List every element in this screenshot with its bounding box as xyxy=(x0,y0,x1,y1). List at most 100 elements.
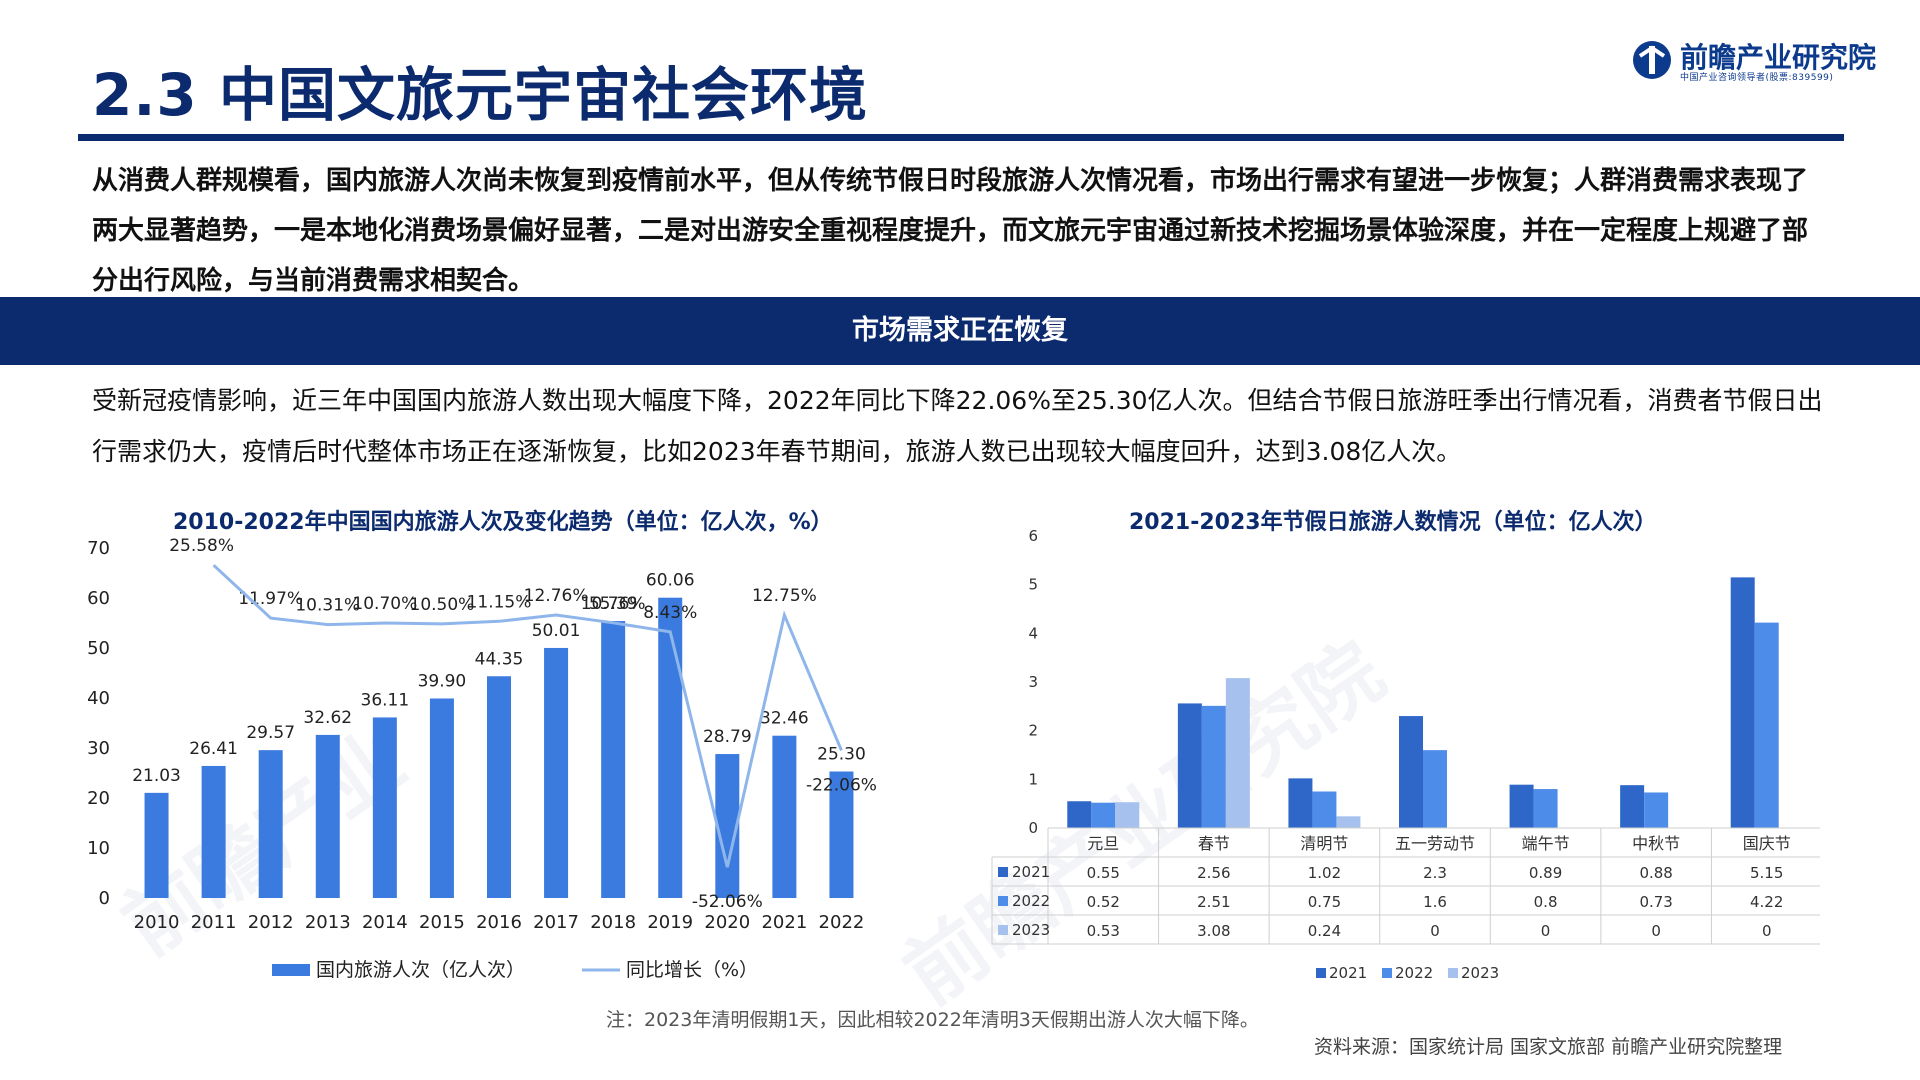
y-tick-label: 3 xyxy=(1028,673,1038,691)
x-tick-label: 2014 xyxy=(362,912,408,933)
category-label: 五一劳动节 xyxy=(1395,834,1475,853)
y-left-tick-label: 20 xyxy=(87,788,110,809)
growth-value-label: 10.31% xyxy=(295,596,360,616)
category-label: 元旦 xyxy=(1087,834,1119,853)
bar xyxy=(772,735,797,898)
table-value: 2.51 xyxy=(1197,893,1230,911)
legend-label-2021: 2021 xyxy=(1329,964,1367,982)
table-value: 0.53 xyxy=(1087,922,1120,940)
chart2-title: 2021-2023年节假日旅游人数情况（单位：亿人次） xyxy=(1129,510,1657,535)
bar-2023 xyxy=(1225,678,1250,828)
bar-value-label: 44.35 xyxy=(475,649,524,669)
x-tick-label: 2021 xyxy=(761,912,807,933)
bar xyxy=(601,621,626,898)
bar xyxy=(258,750,283,898)
bar-value-label: 29.57 xyxy=(246,723,295,743)
table-value: 0 xyxy=(1430,922,1440,940)
bar-2021 xyxy=(1730,577,1755,828)
y-tick-label: 5 xyxy=(1028,576,1038,594)
section-banner: 市场需求正在恢复 xyxy=(0,297,1920,365)
bar-2021 xyxy=(1509,784,1534,828)
bar xyxy=(487,676,511,898)
y-tick-label: 0 xyxy=(1028,819,1038,837)
table-value: 1.6 xyxy=(1423,893,1447,911)
x-tick-label: 2016 xyxy=(476,912,522,933)
bar xyxy=(658,597,683,898)
y-left-tick-label: 0 xyxy=(99,888,110,909)
growth-value-label: 10.76% xyxy=(581,594,646,614)
legend-swatch-2021 xyxy=(1316,968,1326,978)
bar-value-label: 50.01 xyxy=(532,621,581,641)
x-tick-label: 2020 xyxy=(704,912,750,933)
table-value: 2.3 xyxy=(1423,864,1447,882)
body-paragraph: 受新冠疫情影响，近三年中国国内旅游人数出现大幅度下降，2022年同比下降22.0… xyxy=(92,386,1823,466)
bar xyxy=(429,698,454,898)
table-series-label: 2022 xyxy=(1012,892,1050,910)
bar-2022 xyxy=(1423,750,1447,828)
bar-value-label: 60.06 xyxy=(646,571,695,591)
data-source: 资料来源：国家统计局 国家文旅部 前瞻产业研究院整理 xyxy=(1314,1036,1783,1058)
legend-label-line: 同比增长（%） xyxy=(626,959,758,981)
x-tick-label: 2015 xyxy=(419,912,465,933)
y-tick-label: 4 xyxy=(1028,624,1038,642)
brand-logo: 前瞻产业研究院 中国产业咨询领导者(股票:839599) xyxy=(1632,36,1876,92)
table-value: 0 xyxy=(1541,922,1551,940)
growth-value-label: 12.76% xyxy=(524,586,589,606)
x-tick-label: 2012 xyxy=(248,912,294,933)
bar-value-label: 28.79 xyxy=(703,727,752,747)
table-value: 0 xyxy=(1762,922,1772,940)
legend-label-2022: 2022 xyxy=(1395,964,1433,982)
y-tick-label: 6 xyxy=(1028,527,1038,545)
y-left-tick-label: 10 xyxy=(87,838,110,859)
y-tick-label: 2 xyxy=(1028,722,1038,740)
bar xyxy=(829,771,854,898)
table-value: 0 xyxy=(1651,922,1661,940)
legend-swatch-2023 xyxy=(1448,968,1458,978)
table-series-label: 2021 xyxy=(1012,863,1050,881)
growth-value-label: -22.06% xyxy=(806,775,877,795)
footnote: 注：2023年清明假期1天，因此相较2022年清明3天假期出游人次大幅下降。 xyxy=(606,1009,1259,1031)
y-left-tick-label: 40 xyxy=(87,688,110,709)
bar-value-label: 36.11 xyxy=(361,690,410,710)
logo-name: 前瞻产业研究院 xyxy=(1680,41,1877,74)
y-left-tick-label: 50 xyxy=(87,638,110,659)
growth-line xyxy=(212,564,843,868)
bar-2021 xyxy=(1399,716,1423,828)
table-series-label: 2023 xyxy=(1012,921,1050,939)
bar-2022 xyxy=(1201,705,1226,828)
bar-2023 xyxy=(1336,816,1361,828)
x-tick-label: 2017 xyxy=(533,912,579,933)
table-value: 0.8 xyxy=(1534,893,1558,911)
bar-value-label: 26.41 xyxy=(189,739,238,759)
category-label: 春节 xyxy=(1198,834,1230,853)
legend-swatch-2022 xyxy=(1382,968,1392,978)
table-value: 0.52 xyxy=(1087,893,1120,911)
category-label: 清明节 xyxy=(1300,834,1348,853)
x-tick-label: 2011 xyxy=(191,912,237,933)
bar xyxy=(201,765,226,898)
table-value: 0.88 xyxy=(1639,864,1672,882)
growth-value-label: 11.15% xyxy=(467,592,532,612)
bar-2022 xyxy=(1533,789,1558,828)
x-tick-label: 2022 xyxy=(819,912,865,933)
bar-value-label: 32.46 xyxy=(760,709,809,729)
y-left-tick-label: 70 xyxy=(87,538,110,559)
growth-value-label: -52.06% xyxy=(692,892,763,912)
bar-value-label: 32.62 xyxy=(303,708,352,728)
table-value: 0.75 xyxy=(1308,893,1341,911)
y-left-tick-label: 60 xyxy=(87,588,110,609)
bar-value-label: 25.30 xyxy=(817,745,866,765)
bar-2021 xyxy=(1177,703,1202,828)
table-legend-swatch xyxy=(998,867,1008,877)
growth-value-label: 25.58% xyxy=(169,536,234,556)
bar-2021 xyxy=(1067,801,1092,828)
category-label: 国庆节 xyxy=(1743,834,1791,853)
table-legend-swatch xyxy=(998,896,1008,906)
x-tick-label: 2013 xyxy=(305,912,351,933)
table-value: 0.55 xyxy=(1087,864,1120,882)
legend-label-2023: 2023 xyxy=(1461,964,1499,982)
holiday-tourism-chart: 0 1 2 3 4 5 6 元旦 0.55 0.52 0.53 春节 2.56 2.51 3.08 清明节 1.… xyxy=(991,527,1820,982)
title-divider xyxy=(78,134,1844,141)
bar-2022 xyxy=(1644,792,1669,828)
bar-value-label: 55.39 xyxy=(589,594,638,614)
